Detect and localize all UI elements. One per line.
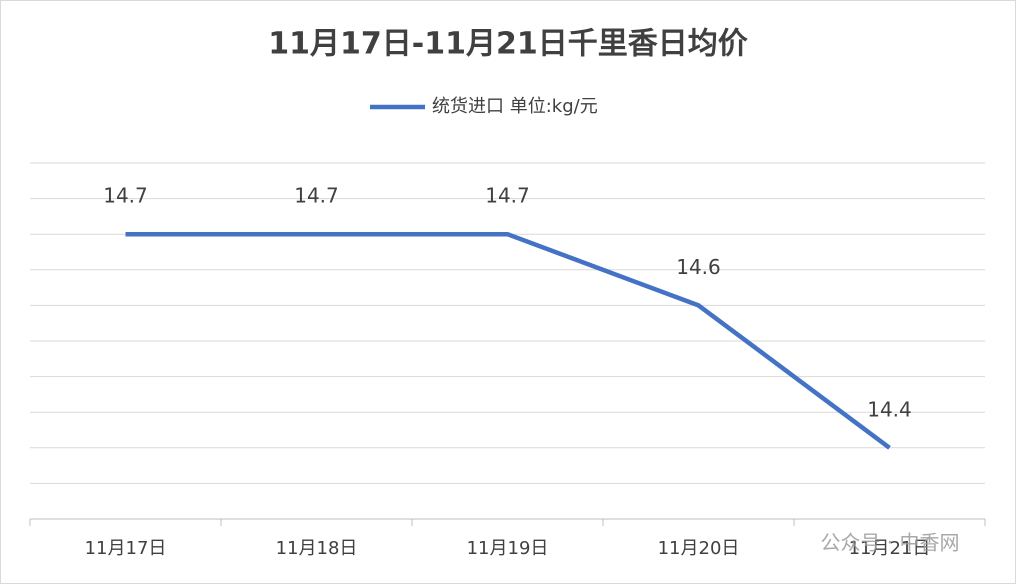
data-label: 14.4: [867, 397, 912, 421]
data-label: 14.7: [294, 184, 339, 208]
x-tick-label: 11月20日: [658, 538, 740, 559]
data-label: 14.7: [103, 184, 148, 208]
chart-title: 11月17日-11月21日千里香日均价: [268, 27, 747, 62]
legend-label: 统货进口 单位:kg/元: [432, 96, 598, 117]
watermark: 公众号 · 中香网: [820, 531, 959, 555]
x-tick-label: 11月17日: [85, 538, 167, 559]
x-tick-label: 11月21日: [849, 538, 931, 559]
x-tick-label: 11月19日: [467, 538, 549, 559]
data-label: 14.7: [485, 184, 530, 208]
x-tick-label: 11月18日: [276, 538, 358, 559]
data-line: [125, 231, 891, 450]
data-label: 14.6: [676, 255, 721, 279]
